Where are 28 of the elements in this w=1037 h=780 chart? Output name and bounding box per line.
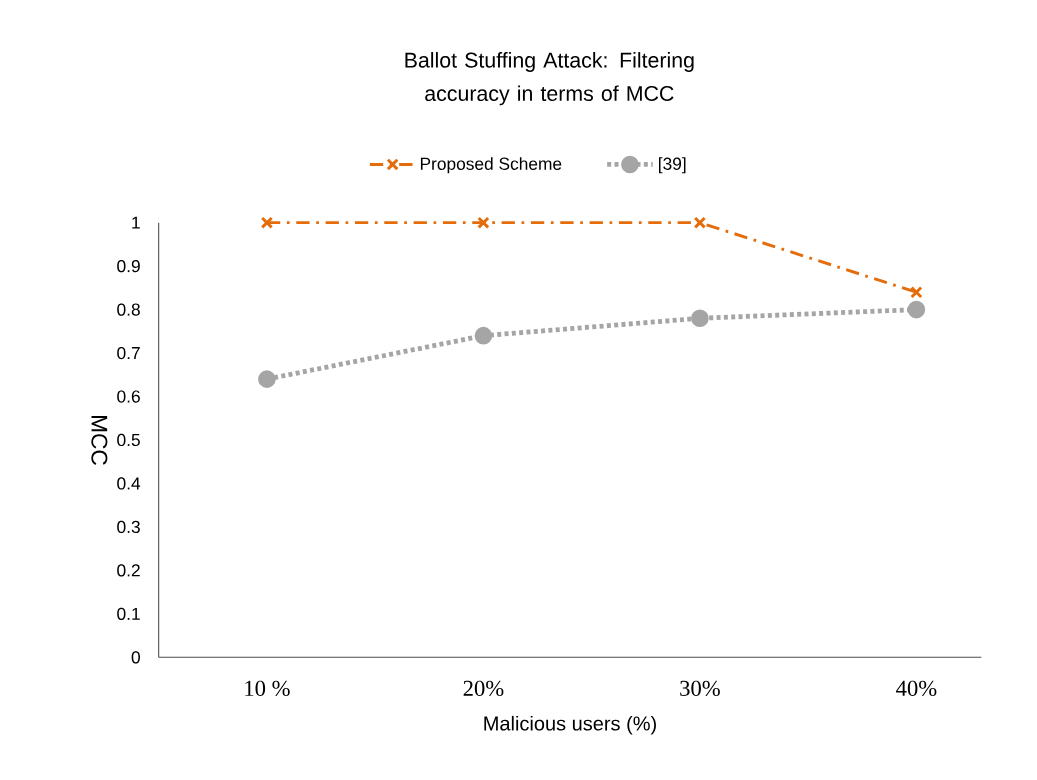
y-tick-label: 0.6	[117, 390, 140, 403]
y-tick-label: 0.3	[117, 520, 140, 534]
chart-title: Ballot Stuffing Attack: Filtering accuracy in terms of MCC	[405, 52, 694, 106]
y-tick-label: 0	[131, 651, 140, 664]
y-tick-label: 0.2	[117, 564, 140, 577]
y-tick-label: 0.1	[117, 607, 140, 620]
y-tick-label: 0.4	[117, 477, 141, 490]
x-axis-title: Malicious users (%)	[484, 715, 656, 735]
point	[907, 300, 926, 319]
x-tick-label: 10 %	[245, 680, 290, 697]
legend-label: Proposed Scheme	[420, 157, 562, 174]
point	[258, 370, 276, 388]
x-tick-label: 20%	[463, 680, 504, 697]
y-tick-label: 0.5	[117, 433, 140, 447]
point	[260, 216, 274, 229]
point	[474, 326, 493, 345]
y-tick-label: 0.9	[117, 259, 140, 273]
legend-label: [39]	[659, 157, 686, 174]
x-tick-label: 40%	[896, 680, 937, 697]
y-tick-label: 1	[132, 216, 140, 229]
point	[910, 286, 923, 299]
y-tick-label: 0.8	[117, 303, 140, 316]
x-tick-label: 30%	[680, 680, 720, 697]
point	[693, 216, 707, 229]
y-tick-label: 0.7	[117, 346, 140, 360]
y-axis-title: MCC	[91, 416, 108, 465]
point	[691, 309, 709, 328]
point	[477, 216, 490, 229]
